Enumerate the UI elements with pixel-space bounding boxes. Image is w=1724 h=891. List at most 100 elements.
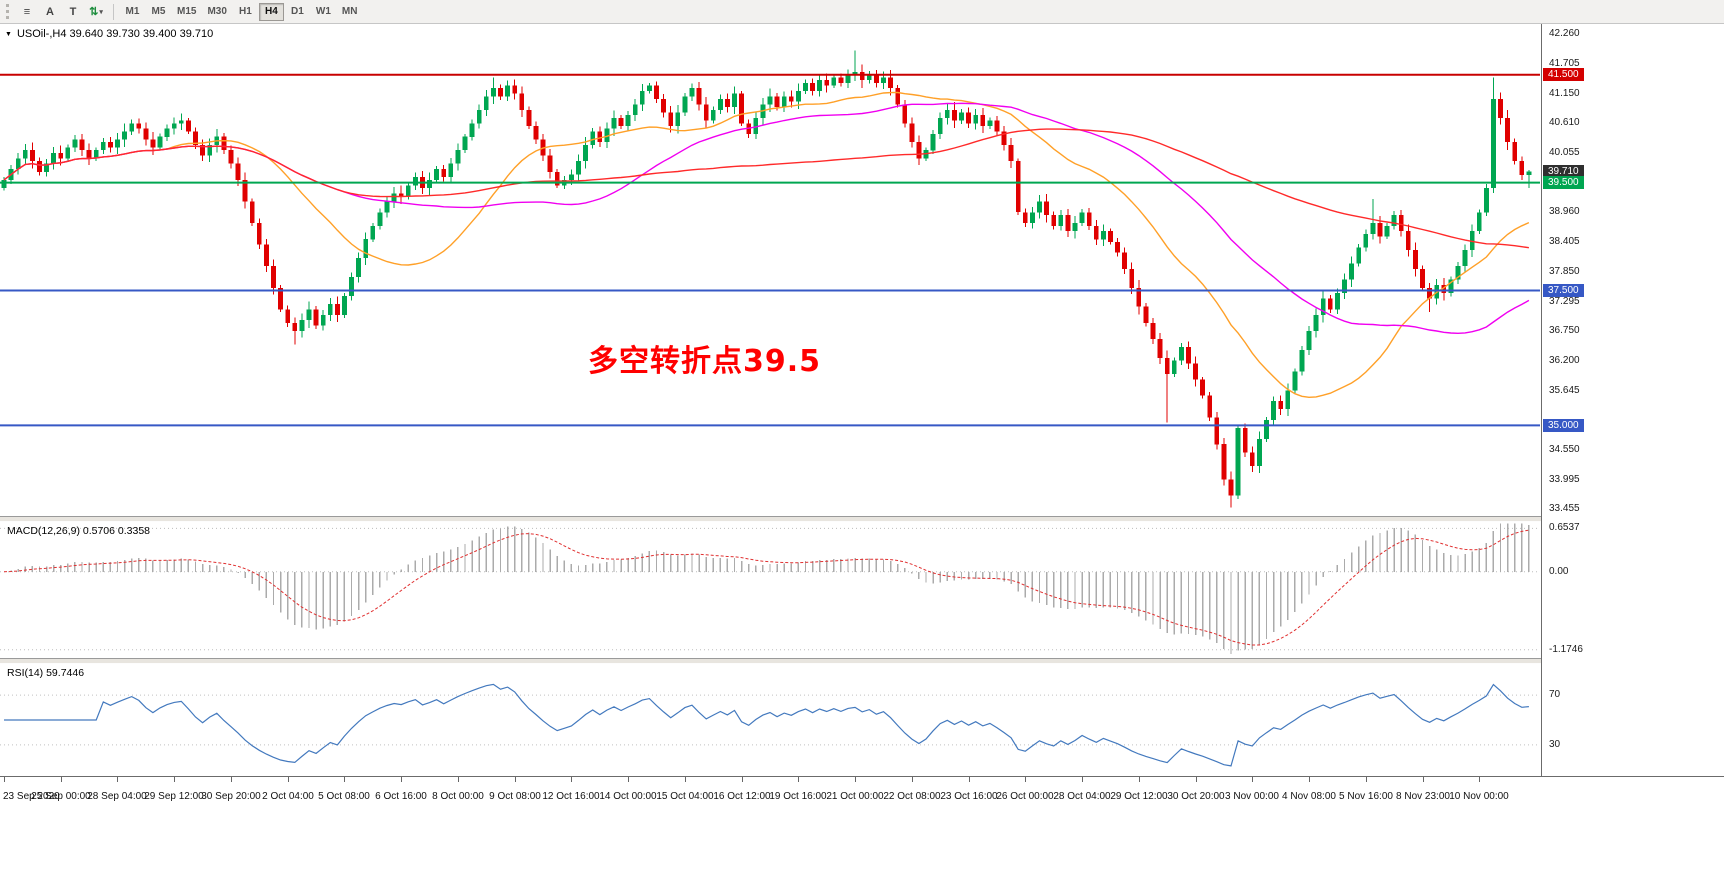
price-tick-label: 38.405 (1549, 235, 1580, 247)
price-axis[interactable]: 42.260 41.705 41.150 40.610 40.055 38.960 38.4… (1541, 24, 1724, 776)
time-label: 29 Sep 12:00 (144, 791, 204, 802)
time-tick (1309, 777, 1310, 782)
time-label: 5 Nov 16:00 (1339, 791, 1393, 802)
price-badge: 37.500 (1543, 283, 1584, 297)
time-tick (288, 777, 289, 782)
tf-button-m1[interactable]: M1 (125, 6, 140, 17)
panel-splitter[interactable] (0, 658, 1724, 664)
cursor-glyph: A (46, 5, 54, 18)
macd-tick-label: -1.1746 (1549, 643, 1583, 655)
toolbar-grip[interactable] (6, 4, 10, 19)
time-label: 8 Nov 23:00 (1396, 791, 1450, 802)
time-label: 3 Nov 00:00 (1225, 791, 1279, 802)
time-label: 10 Nov 00:00 (1449, 791, 1509, 802)
time-tick (401, 777, 402, 782)
time-tick (1479, 777, 1480, 782)
chart-list-icon[interactable]: ≡ (16, 2, 38, 21)
price-tick-label: 40.055 (1549, 146, 1580, 158)
tf-button-h1[interactable]: H1 (239, 6, 252, 17)
tf-button-d1[interactable]: D1 (291, 6, 304, 17)
time-label: 26 Oct 00:00 (996, 791, 1054, 802)
toolbar: ≡ A T ⇅ ▾ M1 M5 M15 M30 H1 H4 D1 W1 MN (0, 0, 1724, 24)
time-tick (571, 777, 572, 782)
time-label: 4 Nov 08:00 (1282, 791, 1336, 802)
time-tick (61, 777, 62, 782)
time-tick (231, 777, 232, 782)
rsi-panel[interactable]: RSI(14) 59.7446 (0, 664, 1541, 776)
time-label: 29 Oct 12:00 (1110, 791, 1168, 802)
autoscroll-icon: ⇅ (89, 6, 99, 18)
tf-button-w1[interactable]: W1 (315, 6, 331, 17)
price-tick-label: 40.610 (1549, 116, 1580, 128)
time-tick (1025, 777, 1026, 782)
time-label: 9 Oct 08:00 (489, 791, 541, 802)
price-tick-label: 41.705 (1549, 57, 1580, 69)
time-tick (1366, 777, 1367, 782)
time-label: 25 Sep 00:00 (31, 791, 91, 802)
time-tick (1252, 777, 1253, 782)
price-tick-label: 37.295 (1549, 295, 1580, 307)
price-tick-label: 35.645 (1549, 384, 1580, 396)
chart-header: ▼ USOil-,H4 39.640 39.730 39.400 39.710 (5, 28, 213, 40)
price-tick-label: 37.850 (1549, 265, 1580, 277)
time-label: 21 Oct 00:00 (826, 791, 884, 802)
time-tick (1423, 777, 1424, 782)
chart-list-glyph: ≡ (23, 5, 31, 18)
time-label: 15 Oct 04:00 (656, 791, 714, 802)
symbol-marker-icon: ▼ (5, 30, 12, 38)
time-label: 30 Oct 20:00 (1167, 791, 1225, 802)
tf-button-mn[interactable]: MN (341, 6, 358, 17)
time-label: 19 Oct 16:00 (769, 791, 827, 802)
text-glyph: T (69, 5, 77, 18)
macd-plot[interactable] (0, 522, 1540, 658)
time-label: 23 Oct 16:00 (940, 791, 998, 802)
time-tick (4, 777, 5, 782)
time-tick (912, 777, 913, 782)
time-label: 5 Oct 08:00 (318, 791, 370, 802)
time-tick (174, 777, 175, 782)
tf-button-h4[interactable]: H4 (258, 2, 284, 21)
tf-button-m5[interactable]: M5 (151, 6, 166, 17)
time-label: 12 Oct 16:00 (542, 791, 600, 802)
price-badge: 35.000 (1543, 418, 1584, 432)
rsi-label: RSI(14) 59.7446 (7, 667, 85, 679)
time-label: 2 Oct 04:00 (262, 791, 314, 802)
time-tick (855, 777, 856, 782)
cursor-tool-button[interactable]: A (39, 2, 61, 21)
candlestick-plot[interactable] (0, 24, 1540, 516)
time-tick (515, 777, 516, 782)
time-label: 30 Sep 20:00 (201, 791, 261, 802)
macd-panel[interactable]: MACD(12,26,9) 0.5706 0.3358 (0, 522, 1541, 658)
toolbar-separator (113, 3, 114, 20)
price-tick-label: 33.995 (1549, 473, 1580, 485)
annotation-text[interactable]: 多空转折点39.5 (588, 344, 822, 379)
time-label: 28 Oct 04:00 (1053, 791, 1111, 802)
time-label: 6 Oct 16:00 (375, 791, 427, 802)
time-tick (1196, 777, 1197, 782)
price-badge: 39.710 (1543, 164, 1584, 178)
time-label: 28 Sep 04:00 (87, 791, 147, 802)
time-tick (1082, 777, 1083, 782)
tf-button-m30[interactable]: M30 (207, 6, 227, 17)
macd-tick-label: 0.00 (1549, 565, 1569, 577)
price-tick-label: 42.260 (1549, 27, 1580, 39)
time-tick (685, 777, 686, 782)
price-badge: 41.500 (1543, 68, 1584, 82)
time-axis[interactable]: 23 Sep 2020 25 Sep 00:00 28 Sep 04:00 29 Se… (0, 776, 1724, 816)
macd-label: MACD(12,26,9) 0.5706 0.3358 (7, 525, 151, 537)
time-label: 16 Oct 12:00 (713, 791, 771, 802)
time-tick (458, 777, 459, 782)
price-tick-label: 41.150 (1549, 87, 1580, 99)
panel-splitter[interactable] (0, 516, 1724, 522)
text-tool-button[interactable]: T (62, 2, 84, 21)
time-tick (798, 777, 799, 782)
autoscroll-tool-button[interactable]: ⇅ ▾ (85, 2, 107, 21)
rsi-tick-label: 70 (1549, 689, 1561, 701)
tf-button-m15[interactable]: M15 (177, 6, 197, 17)
main-chart-panel[interactable]: ▼ USOil-,H4 39.640 39.730 39.400 39.710 … (0, 24, 1541, 516)
chart-area: ▼ USOil-,H4 39.640 39.730 39.400 39.710 … (0, 24, 1724, 891)
price-tick-label: 36.200 (1549, 354, 1580, 366)
price-tick-label: 36.750 (1549, 324, 1580, 336)
rsi-tick-label: 30 (1549, 738, 1561, 750)
rsi-plot[interactable] (0, 664, 1540, 776)
